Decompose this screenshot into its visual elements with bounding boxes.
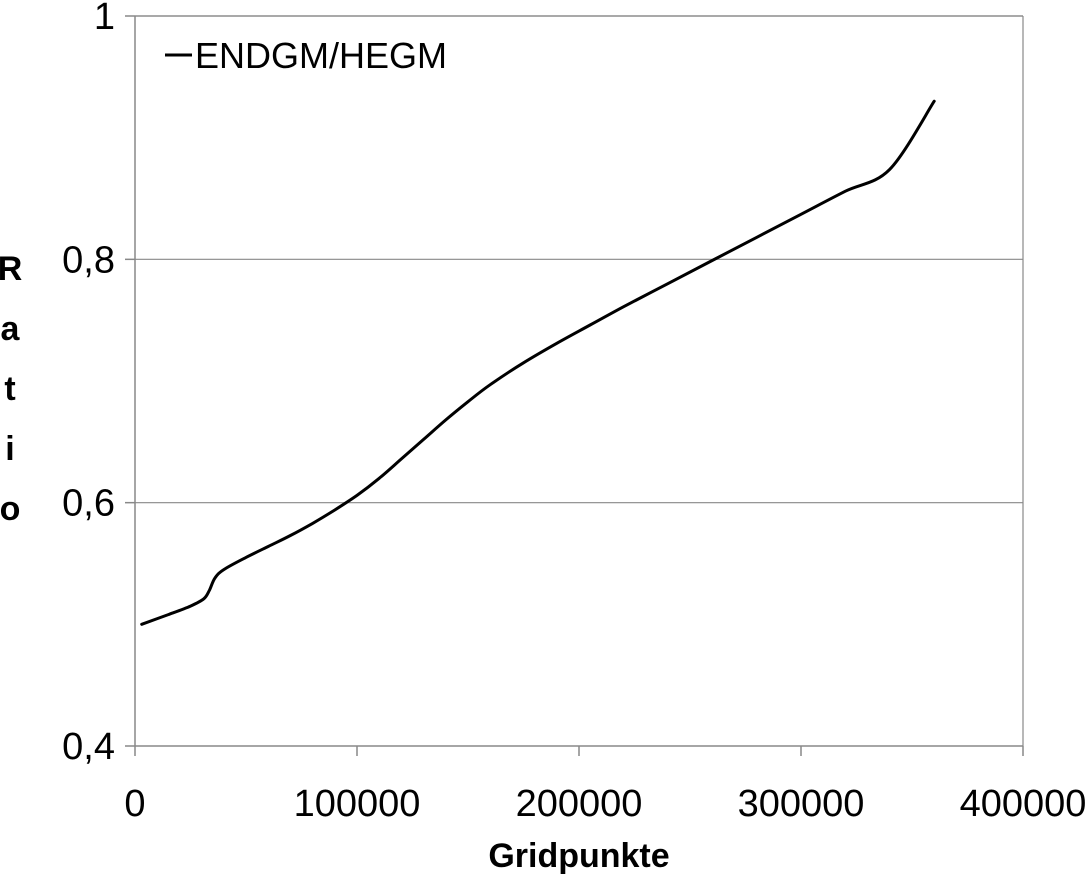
x-tick-label: 100000 [294, 783, 421, 825]
legend: ENDGM/HEGM [165, 35, 447, 76]
x-tick-label: 0 [124, 783, 145, 825]
y-axis-title-letter: R [0, 250, 22, 288]
y-axis-ticks: 0,4 0,6 0,8 1 [62, 0, 135, 768]
x-tick-label: 300000 [738, 783, 865, 825]
y-axis-title-letter: t [4, 370, 15, 408]
legend-label: ENDGM/HEGM [195, 35, 447, 76]
y-tick-label: 1 [94, 0, 115, 38]
series-line [140, 99, 936, 626]
x-tick-label: 200000 [516, 783, 643, 825]
gridlines [135, 15, 1024, 746]
y-axis-title-letter: i [5, 430, 14, 468]
y-tick-label: 0,8 [62, 239, 115, 281]
x-tick-label: 400000 [960, 783, 1087, 825]
y-tick-label: 0,6 [62, 483, 115, 525]
y-axis-title-letter: o [0, 490, 20, 528]
y-axis-title-letter: a [1, 310, 21, 348]
x-axis-ticks: 0 100000 200000 300000 400000 [124, 746, 1086, 825]
x-axis-title: Gridpunkte [488, 837, 669, 875]
series-layer [140, 99, 936, 626]
y-tick-label: 0,4 [62, 726, 115, 768]
